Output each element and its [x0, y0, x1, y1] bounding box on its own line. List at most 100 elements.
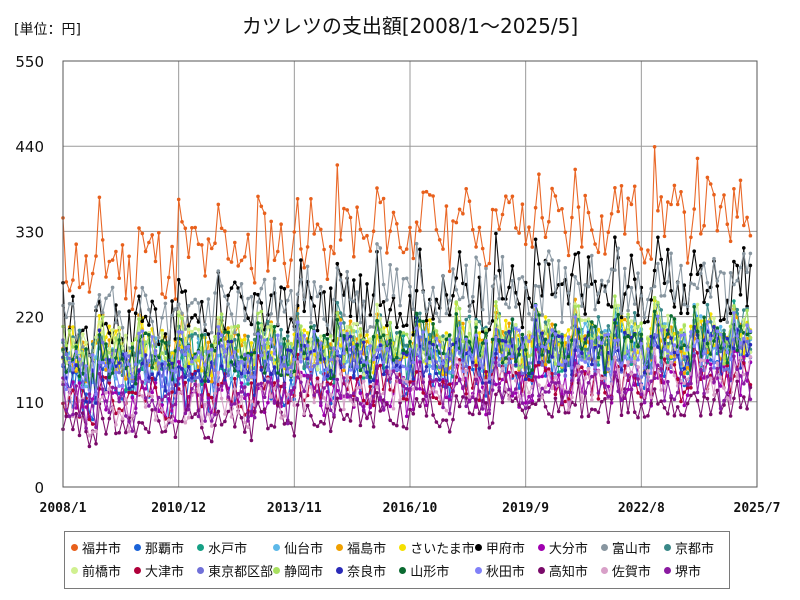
data-point [685, 304, 690, 309]
data-point [279, 285, 283, 290]
data-point [388, 376, 393, 381]
data-point [361, 236, 366, 240]
data-point [471, 357, 475, 361]
data-point [71, 412, 75, 417]
data-point [639, 247, 644, 251]
data-point [371, 334, 376, 339]
data-point [461, 321, 465, 326]
data-point [322, 377, 326, 382]
data-point [193, 412, 197, 416]
data-point [124, 351, 128, 356]
data-point [593, 372, 597, 377]
data-point [233, 401, 237, 406]
data-point [133, 311, 138, 316]
data-point [467, 340, 472, 344]
data-point [629, 357, 634, 362]
data-point [388, 404, 393, 409]
legend-item: 山形市 [399, 561, 475, 580]
data-point [434, 336, 439, 341]
data-point [576, 304, 581, 308]
data-point [722, 271, 726, 276]
data-point [233, 325, 237, 329]
data-point [669, 202, 673, 207]
data-point [646, 388, 650, 392]
data-point [150, 376, 154, 381]
data-point [629, 202, 634, 207]
data-point [590, 407, 594, 412]
data-point [77, 433, 82, 438]
data-point [358, 368, 363, 373]
data-point [527, 225, 531, 229]
data-point [114, 329, 118, 334]
data-point [431, 379, 435, 384]
data-point [137, 317, 141, 322]
data-point [695, 329, 700, 334]
data-point [77, 374, 82, 378]
data-point [576, 381, 581, 385]
data-point [652, 347, 657, 351]
data-point [312, 329, 317, 334]
data-point [682, 354, 687, 359]
data-point [94, 429, 98, 434]
series-佐賀市 [61, 347, 753, 438]
data-point [514, 305, 518, 309]
data-point [672, 183, 677, 188]
data-point [553, 381, 558, 385]
data-point [646, 369, 650, 373]
series-堺市 [61, 354, 753, 433]
data-point [401, 396, 406, 401]
data-point [319, 227, 323, 232]
data-point [553, 375, 558, 380]
data-point [692, 207, 696, 211]
data-point [712, 393, 716, 397]
data-point [556, 362, 561, 366]
data-point [365, 401, 369, 406]
data-point [626, 284, 630, 289]
data-point [223, 419, 227, 424]
legend-item: 水戸市 [197, 538, 273, 557]
data-point [606, 367, 611, 371]
legend-label: 山形市 [410, 565, 450, 580]
data-point [474, 377, 478, 382]
data-point [233, 280, 237, 285]
data-point [632, 410, 637, 415]
data-point [87, 433, 92, 438]
data-point [411, 360, 416, 365]
data-point [305, 364, 310, 369]
data-point [745, 215, 749, 220]
data-point [302, 354, 307, 359]
data-point [289, 378, 293, 382]
data-point [477, 331, 482, 335]
data-point [728, 324, 733, 329]
data-point [556, 380, 561, 385]
data-point [81, 385, 85, 390]
data-point [97, 360, 102, 365]
data-point [94, 335, 98, 340]
data-point [401, 351, 406, 356]
data-point [523, 381, 528, 385]
data-point [586, 333, 591, 337]
data-point [305, 403, 310, 408]
data-point [666, 280, 670, 284]
data-point [421, 350, 426, 355]
data-point [652, 295, 657, 300]
data-point [517, 277, 521, 281]
data-point [471, 412, 475, 417]
data-point [133, 411, 138, 415]
data-point [190, 315, 194, 320]
data-point [143, 249, 148, 254]
data-point [408, 284, 412, 289]
data-point [504, 318, 508, 323]
legend-marker [600, 544, 608, 551]
data-point [352, 391, 356, 396]
data-point [147, 307, 151, 312]
data-point [292, 357, 297, 362]
data-point [345, 412, 350, 417]
data-point [444, 395, 449, 400]
data-point [404, 276, 409, 281]
data-point [510, 391, 515, 396]
data-point [507, 200, 511, 205]
data-point [342, 206, 346, 211]
data-point [437, 358, 442, 363]
data-point [566, 410, 571, 415]
